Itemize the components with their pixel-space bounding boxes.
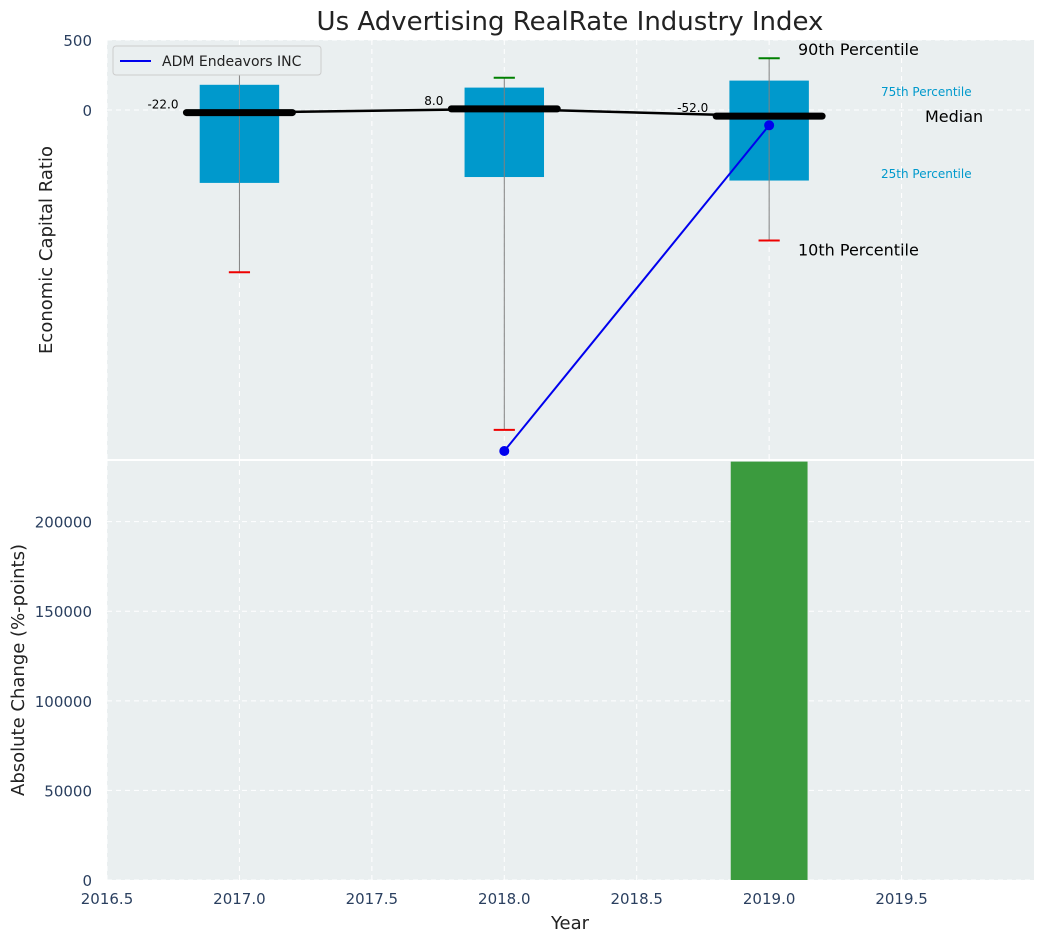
top-y-tick-label: 0 [82, 102, 92, 120]
annotation-p75: 75th Percentile [881, 85, 972, 99]
annotation-median: Median [925, 107, 983, 126]
x-tick-label: 2019.0 [743, 890, 796, 908]
bottom-y-tick-label: 50000 [44, 782, 92, 800]
x-tick-label: 2018.5 [610, 890, 663, 908]
legend: ADM Endeavors INC [112, 45, 322, 76]
company-series-point [764, 120, 775, 131]
bottom-y-tick-label: 200000 [35, 514, 92, 532]
chart-title: Us Advertising RealRate Industry Index [317, 7, 824, 37]
x-tick-label: 2016.5 [81, 890, 134, 908]
bottom-y-tick-label: 0 [82, 872, 92, 890]
top-y-axis-label: Economic Capital Ratio [36, 146, 57, 354]
bottom-y-tick-label: 100000 [35, 693, 92, 711]
top-y-tick-label: 500 [63, 32, 92, 50]
median-value-label: -52.0 [677, 101, 708, 115]
change-bar-2019 [730, 461, 808, 880]
bottom-panel-background [107, 461, 1034, 880]
plot-layer: 0 500 0 50000 100000 150000 200000 2016.5 2017.0… [35, 32, 1034, 908]
median-value-label: -22.0 [147, 98, 178, 112]
x-axis-label: Year [550, 913, 590, 934]
bottom-y-axis-label: Absolute Change (%-points) [8, 544, 29, 796]
median-trend-line [239, 107, 770, 118]
x-tick-label: 2019.5 [875, 890, 928, 908]
x-tick-label: 2018.0 [478, 890, 531, 908]
x-tick-label: 2017.0 [213, 890, 266, 908]
annotation-p25: 25th Percentile [881, 167, 972, 181]
company-series-point [499, 446, 510, 456]
legend-box [112, 45, 322, 76]
legend-label: ADM Endeavors INC [162, 54, 302, 70]
company-series-line [503, 124, 770, 452]
bottom-y-tick-label: 150000 [35, 603, 92, 621]
median-value-label: 8.0 [424, 94, 443, 108]
x-tick-label: 2017.5 [346, 890, 399, 908]
annotation-p10: 10th Percentile [798, 241, 919, 260]
annotation-p90: 90th Percentile [798, 40, 919, 59]
